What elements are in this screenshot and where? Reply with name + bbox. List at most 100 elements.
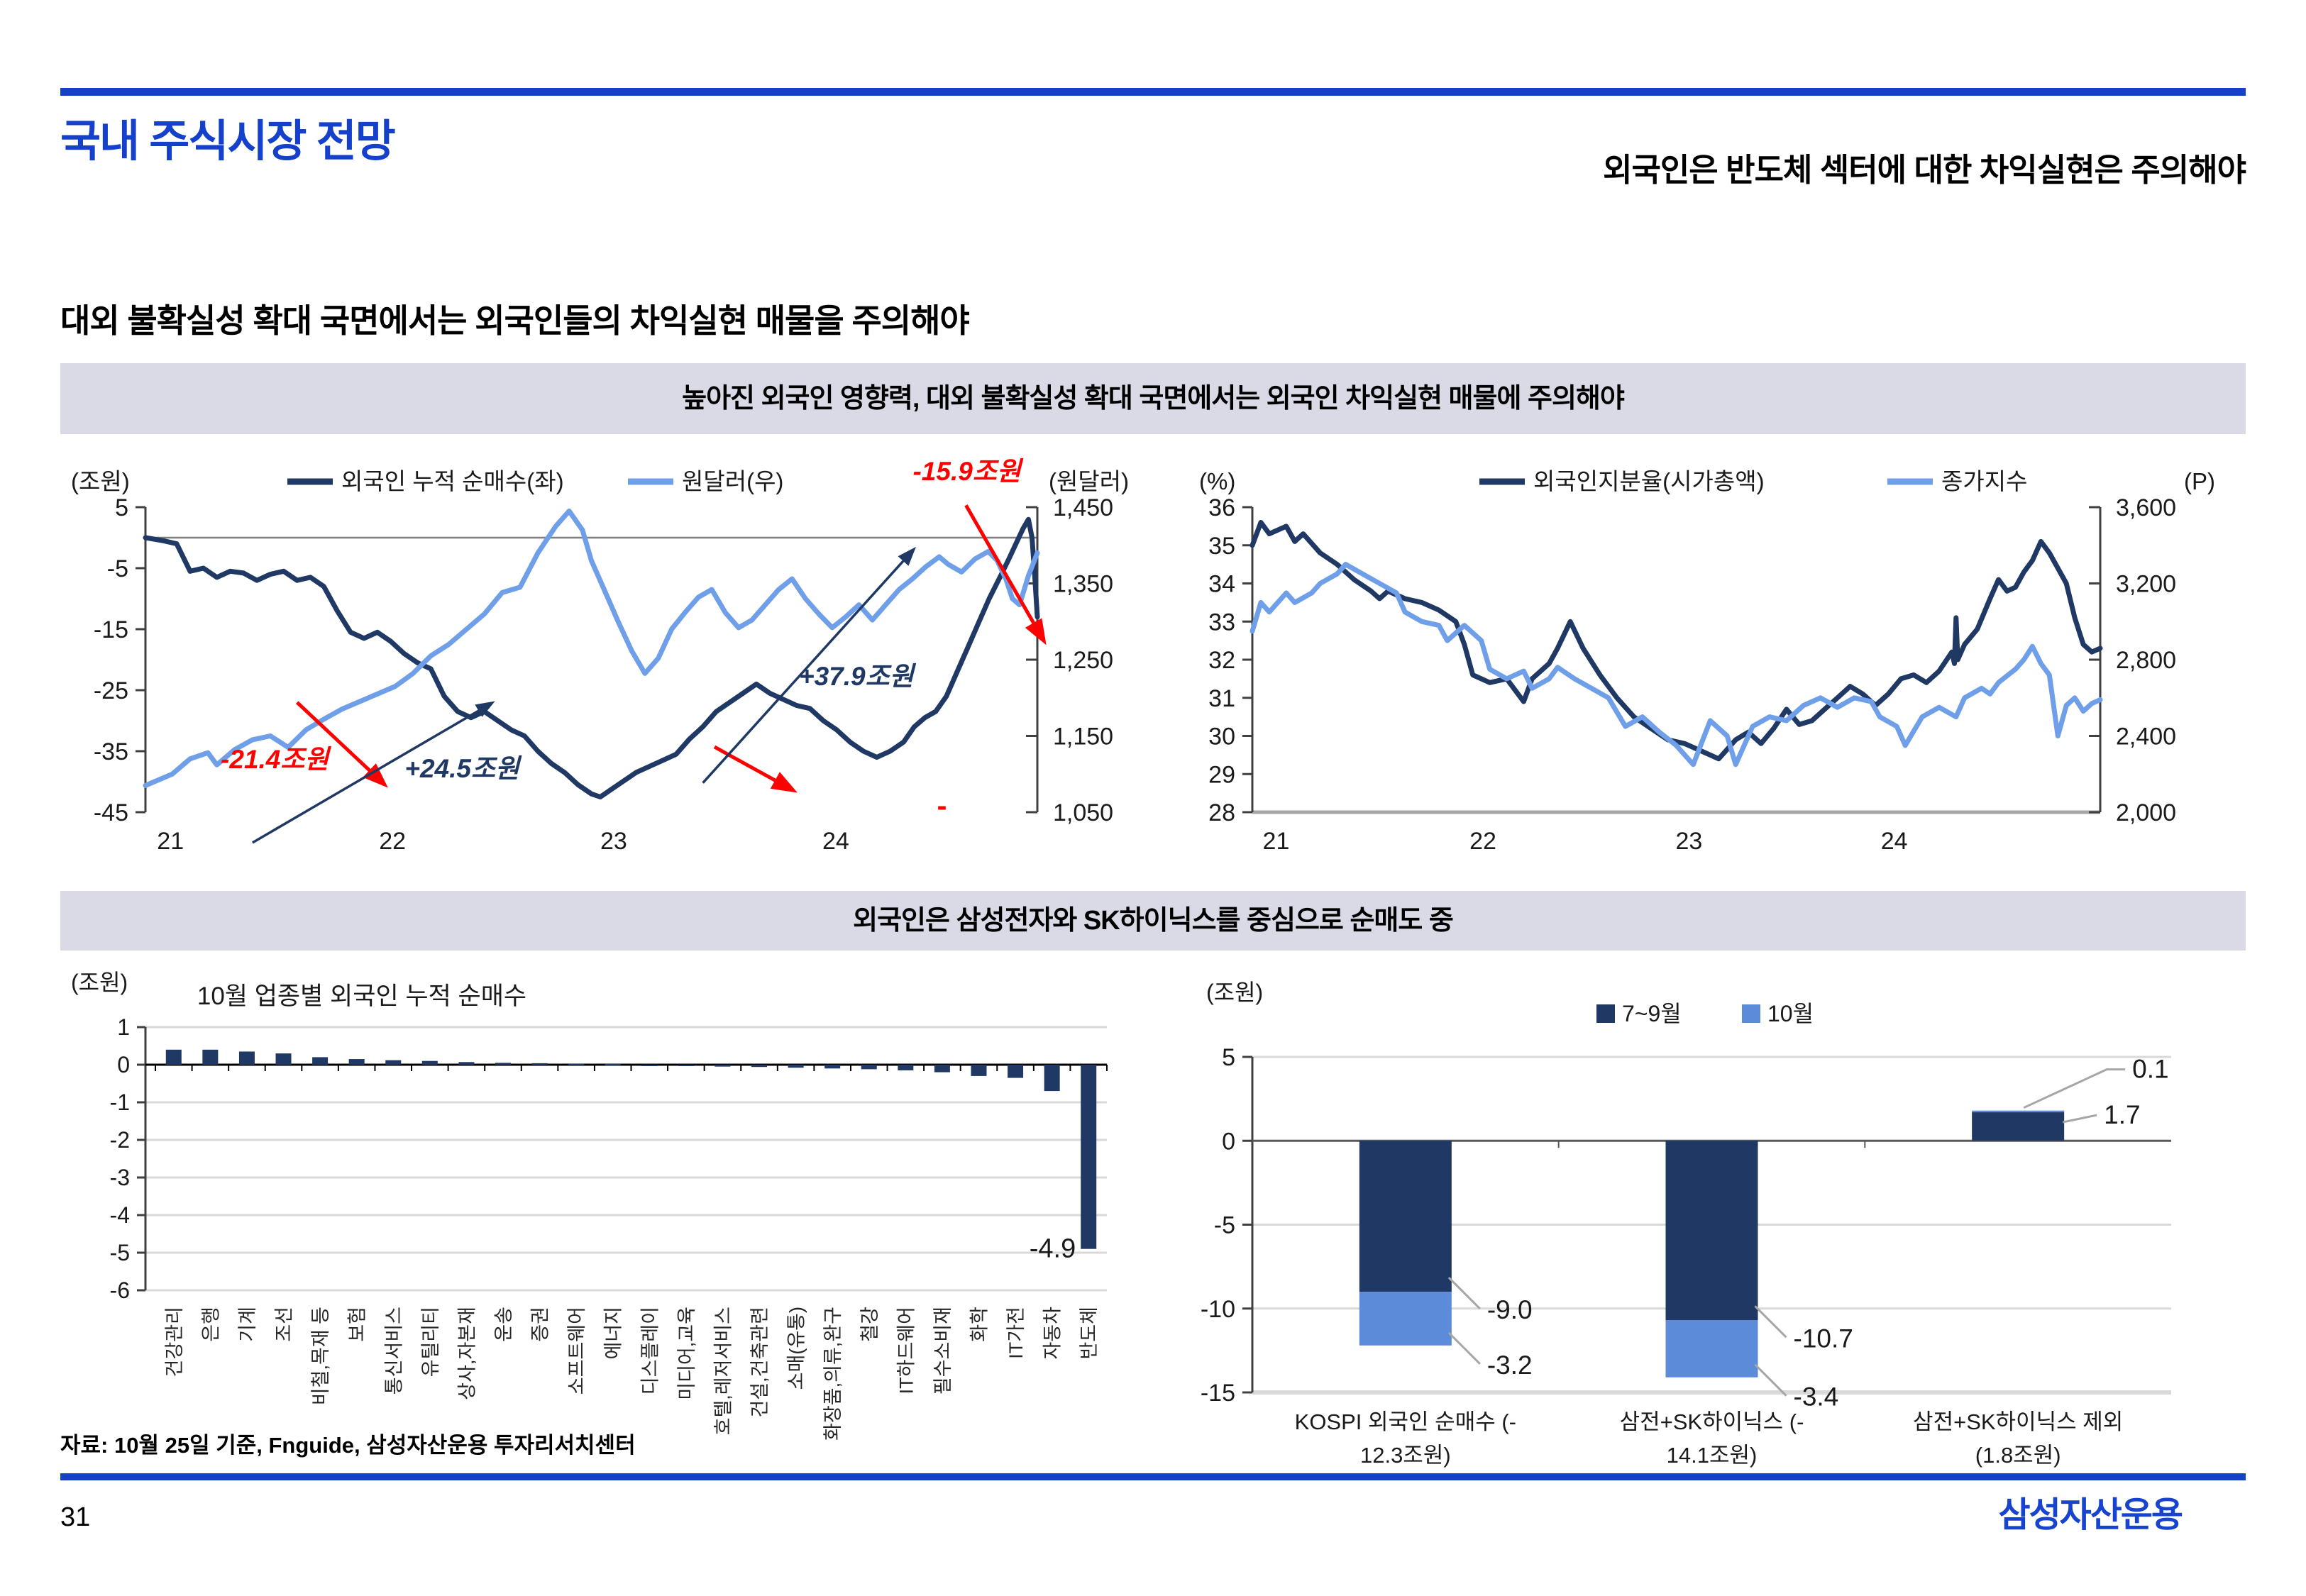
right-axis-tick-label: 2,000 (2116, 799, 2176, 826)
chart-foreign-ownership-vs-kospi: 36 35 34 33 32 31 30 29 28 3,600 3,200 2,800 2,400 2,… (1199, 468, 2215, 855)
sector-bar (348, 1059, 365, 1065)
left-axis-tick-label: 28 (1208, 799, 1235, 826)
panel2-header: 외국인은 삼성전자와 SK하이닉스를 중심으로 순매도 중 (60, 891, 2246, 951)
sector-bar (568, 1063, 585, 1065)
panel1-header: 높아진 외국인 영향력, 대외 불확실성 확대 국면에서는 외국인 차익실현 매… (60, 363, 2246, 434)
chart-kospi-samsung-skhynix-netbuy: 5 0 -5 -10 -15 -9.0 -3.2 KOSPI 외국인 순매수 (- 12.3조원… (1201, 980, 2171, 1468)
sector-label: IT가전 (1005, 1307, 1027, 1359)
right-unit-label: (원달러) (1049, 468, 1129, 494)
value-label: -10.7 (1794, 1324, 1853, 1353)
sector-bar (861, 1065, 877, 1070)
unit-label: (조원) (1206, 980, 1263, 1005)
sector-bar (605, 1063, 621, 1065)
x-axis-tick-label: 21 (157, 828, 184, 855)
y-axis-tick-label: 1 (117, 1014, 130, 1040)
sector-label: 에너지 (603, 1307, 624, 1360)
sector-label: 통신서비스 (383, 1307, 404, 1395)
annotation-label: +37.9조원 (799, 662, 917, 691)
sector-bar (898, 1065, 914, 1070)
group-label: 삼전+SK하이닉스 제외 (1913, 1409, 2123, 1434)
sector-bar (641, 1065, 658, 1066)
group-label: (1.8조원) (1975, 1443, 2061, 1468)
sector-bar (275, 1053, 292, 1065)
unit-label: (조원) (71, 970, 128, 995)
right-axis-tick-label: 1,050 (1053, 799, 1113, 826)
company-logo: 삼성자산운용 (1998, 1496, 2183, 1534)
x-axis-tick-label: 23 (1676, 828, 1703, 855)
sector-label: 운송 (493, 1307, 514, 1342)
y-axis-tick-label: -6 (110, 1278, 130, 1303)
annotation-arrowhead (770, 772, 798, 793)
sector-label: 화장품,의류,완구 (822, 1307, 844, 1441)
sector-bar (934, 1065, 950, 1073)
header-right-note: 외국인은 반도체 섹터에 대한 차익실현은 주의해야 (1603, 152, 2246, 188)
sector-label: 철강 (859, 1307, 881, 1342)
sector-bar (1044, 1065, 1060, 1092)
sector-label: 건강관리 (164, 1307, 185, 1377)
sector-label: 소프트웨어 (566, 1307, 587, 1395)
left-axis-tick-label: 35 (1208, 533, 1235, 560)
label-connector (2062, 1114, 2097, 1124)
annotation-arrow (251, 706, 485, 844)
series-line (1249, 562, 2103, 767)
y-axis-tick-label: 5 (1222, 1044, 1235, 1071)
y-axis-tick-label: -3 (110, 1165, 130, 1190)
right-axis-tick-label: 2,800 (2116, 647, 2176, 674)
source-note: 자료: 10월 25일 기준, Fnguide, 삼성자산운용 투자리서치센터 (60, 1433, 636, 1458)
value-label: -3.4 (1794, 1382, 1839, 1412)
sector-bar (202, 1049, 219, 1065)
legend-label: 외국인 누적 순매수(좌) (341, 468, 564, 494)
bar-jul-sep (1359, 1141, 1452, 1292)
left-unit-label: (%) (1199, 468, 1235, 494)
sector-bar (824, 1065, 841, 1069)
sector-bar (751, 1065, 768, 1068)
sector-label: 유틸리티 (420, 1307, 441, 1377)
series-line (1249, 520, 2103, 762)
sector-bar (715, 1065, 731, 1067)
y-axis-tick-label: -5 (110, 1240, 130, 1265)
bar-value-label: -4.9 (1030, 1234, 1076, 1264)
y-axis-tick-label: -4 (110, 1202, 130, 1228)
legend-swatch (1596, 1004, 1615, 1023)
page-title: 국내 주식시장 전망 (60, 117, 396, 166)
sector-bar (788, 1065, 804, 1068)
bar-oct (1359, 1292, 1452, 1346)
left-axis-tick-label: 5 (115, 494, 128, 521)
top-divider (60, 88, 2246, 96)
series-line (143, 516, 1040, 799)
group-label: KOSPI 외국인 순매수 (- (1295, 1409, 1516, 1434)
sector-bar (971, 1065, 987, 1076)
annotation-label: - (937, 789, 947, 822)
sector-bar (1081, 1065, 1097, 1249)
legend-label: 7~9월 (1622, 1001, 1682, 1026)
annotation-arrow (713, 745, 783, 786)
annotation-arrow (964, 504, 1039, 631)
left-axis-tick-label: 33 (1208, 609, 1235, 636)
bar-oct (1665, 1320, 1758, 1378)
legend-label: 원달러(우) (682, 468, 783, 494)
group-label: 삼전+SK하이닉스 (- (1620, 1409, 1804, 1434)
sector-bar (238, 1051, 255, 1065)
sector-bar (458, 1062, 475, 1065)
sector-label: 보험 (347, 1307, 368, 1342)
sector-bar (385, 1060, 402, 1065)
annotation-arrow (295, 701, 377, 777)
section-subtitle: 대외 불확실성 확대 국면에서는 외국인들의 차익실현 매물을 주의해야 (60, 302, 970, 339)
sector-label: 호텔,레저서비스 (712, 1307, 734, 1435)
left-axis-tick-label: 29 (1208, 761, 1235, 788)
right-axis-tick-label: 2,400 (2116, 724, 2176, 750)
sector-label: 조선 (274, 1307, 295, 1342)
y-axis-tick-label: -5 (1214, 1212, 1235, 1239)
legend-label: 종가지수 (1941, 468, 2027, 494)
value-label: 1.7 (2104, 1100, 2140, 1129)
sector-bar (312, 1057, 329, 1065)
left-axis-tick-label: -15 (94, 616, 128, 643)
bar-oct (1972, 1110, 2065, 1113)
sector-bar (165, 1049, 182, 1065)
sector-label: 소매(유통) (786, 1307, 807, 1390)
sector-label: 상사,자본재 (456, 1307, 478, 1400)
legend-label: 10월 (1767, 1001, 1814, 1026)
right-axis-tick-label: 3,600 (2116, 494, 2176, 521)
value-label: -9.0 (1487, 1295, 1533, 1324)
